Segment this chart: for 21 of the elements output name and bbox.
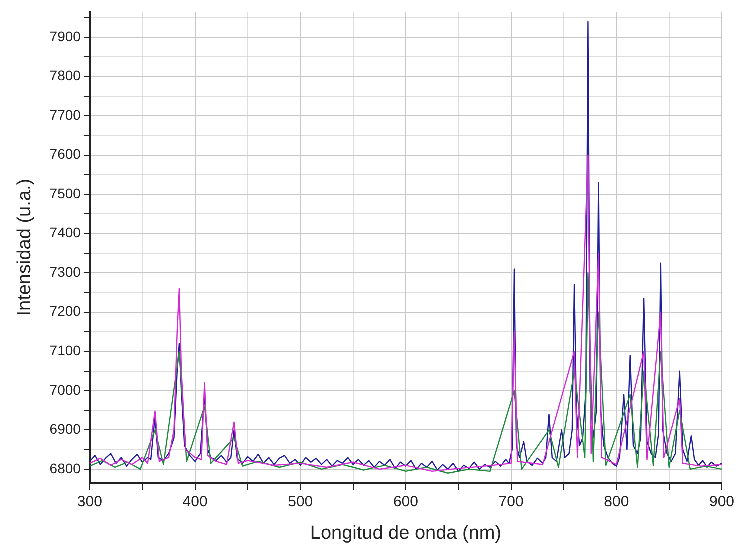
- y-tick-label: 7800: [50, 68, 82, 84]
- y-tick-label: 7300: [50, 264, 82, 280]
- y-tick-label: 7700: [50, 106, 82, 123]
- x-tick-label: 800: [604, 493, 630, 510]
- x-tick-label: 400: [182, 493, 208, 510]
- x-tick-label: 500: [288, 493, 314, 510]
- x-tick-label: 300: [77, 493, 102, 510]
- y-tick-label: 7000: [50, 382, 82, 398]
- y-tick-label: 7100: [50, 342, 82, 359]
- y-tick-label: 7200: [50, 303, 82, 320]
- y-tick-label: 7600: [50, 146, 82, 162]
- y-axis-title: Intensidad (u.a.): [14, 178, 36, 316]
- y-tick-label: 7500: [50, 185, 82, 202]
- y-tick-label: 6900: [50, 421, 82, 438]
- y-tick-label: 7400: [50, 224, 82, 241]
- x-tick-label: 700: [498, 493, 524, 510]
- x-axis-title: Longitud de onda (nm): [310, 522, 502, 544]
- y-tick-label: 6800: [50, 460, 82, 476]
- y-tick-label: 7900: [50, 28, 82, 44]
- x-tick-label: 900: [709, 493, 735, 510]
- x-tick-label: 600: [393, 493, 418, 510]
